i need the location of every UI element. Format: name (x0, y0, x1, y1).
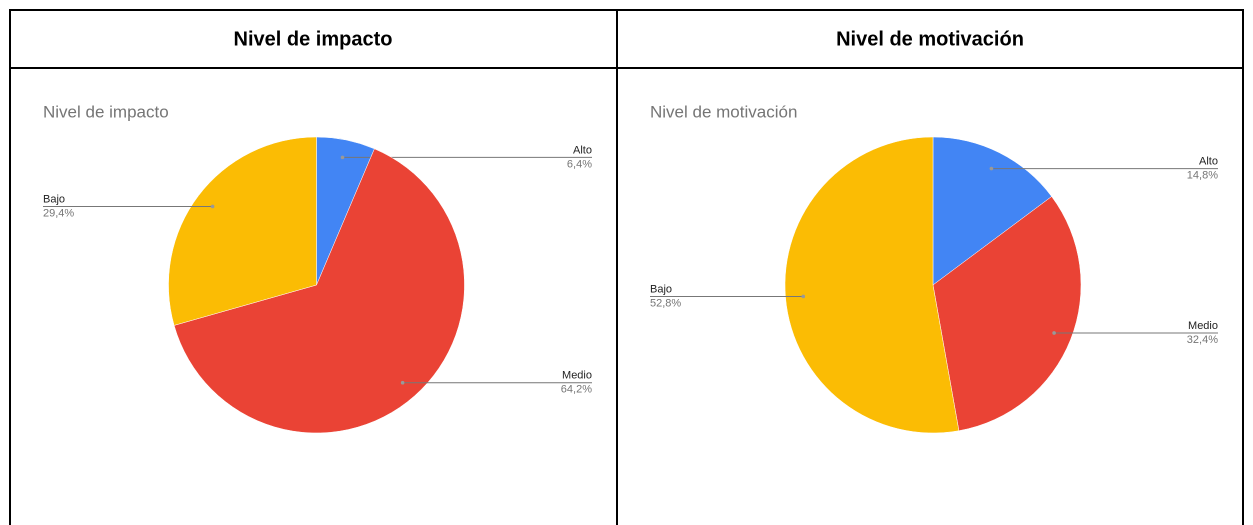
slice-label: Medio (1188, 320, 1218, 332)
header-cell: Nivel de impacto (234, 28, 393, 50)
leader-dot (801, 294, 806, 299)
slice-label: Bajo (43, 193, 65, 205)
leader-dot (1052, 331, 1056, 335)
slice-value: 6,4% (567, 158, 592, 170)
leader-dot (340, 155, 345, 160)
pie-slice (168, 136, 317, 326)
slice-label: Alto (573, 144, 592, 156)
leader-dot (210, 204, 215, 209)
slice-label: Alto (1199, 155, 1218, 167)
header-cell: Nivel de motivación (836, 28, 1024, 50)
slice-value: 14,8% (1187, 169, 1218, 181)
pie-slice (932, 196, 1082, 432)
pie-slice (784, 136, 960, 434)
slice-value: 64,2% (561, 384, 592, 396)
chart-title: Nivel de impacto (43, 102, 169, 121)
pie-slice (173, 148, 465, 434)
slice-label: Bajo (650, 283, 672, 295)
slice-label: Medio (562, 370, 592, 382)
chart-title: Nivel de motivación (650, 102, 797, 121)
pie-slice (932, 136, 1052, 286)
slice-value: 52,8% (650, 297, 681, 309)
leader-dot (989, 166, 994, 171)
table-border (9, 9, 1244, 525)
slice-value: 29,4% (43, 207, 74, 219)
slice-value: 32,4% (1187, 334, 1218, 346)
leader-dot (400, 380, 405, 385)
